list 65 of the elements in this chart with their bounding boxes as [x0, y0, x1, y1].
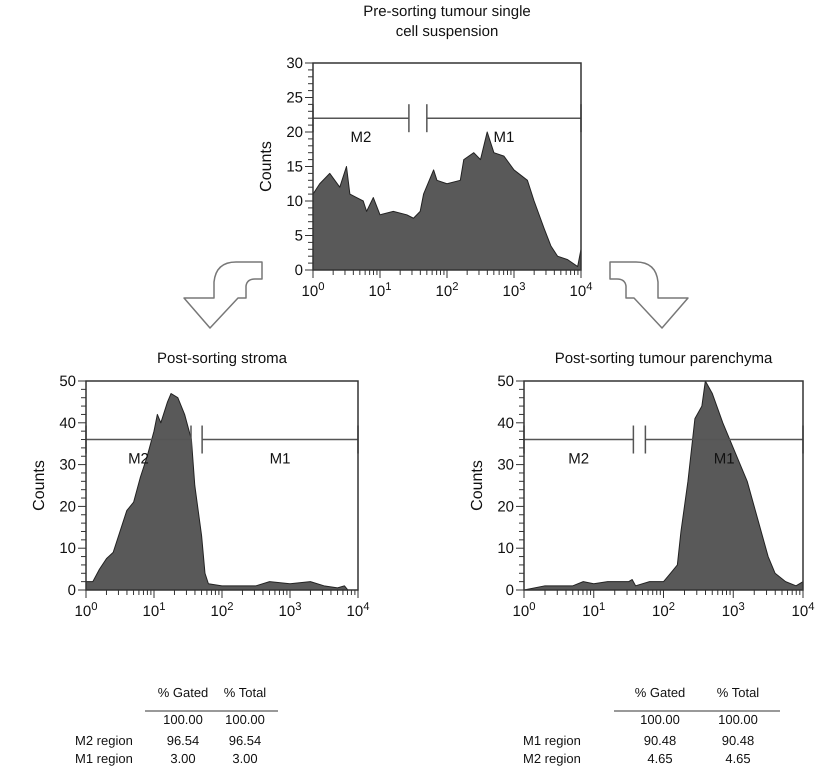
x-tick-label: 10$^{2}$	[210, 601, 234, 620]
y-tick-label: 10	[497, 540, 514, 558]
y-tick-label: 15	[286, 158, 303, 176]
text: 4.65	[647, 751, 673, 766]
text: 100.00	[640, 712, 680, 727]
chart-title: Post-sorting stroma	[156, 350, 288, 367]
y-tick-label: 20	[497, 498, 514, 516]
text: % Total	[224, 685, 266, 700]
text: % Gated	[634, 685, 686, 700]
y-axis-title: Counts	[469, 460, 486, 511]
series-label: M1	[714, 450, 735, 468]
chart-title: Pre-sorting tumour single cell suspension	[363, 3, 531, 40]
text: M1 region	[75, 751, 133, 766]
series-label: M1	[270, 450, 290, 468]
series-label: M1	[493, 129, 514, 146]
y-tick-label: 10	[286, 193, 303, 210]
x-tick-label: 10$^{1}$	[368, 281, 392, 300]
text: 100.00	[718, 712, 758, 727]
y-tick-label: 40	[497, 414, 514, 432]
y-tick-label: 30	[59, 456, 76, 474]
text: % Gated	[158, 685, 208, 700]
y-tick-label: 40	[59, 414, 76, 432]
text: M2 region	[523, 751, 581, 766]
text: 100.00	[225, 712, 265, 727]
y-tick-label: 0	[294, 262, 303, 279]
y-tick-label: 0	[68, 582, 76, 599]
x-tick-label: 10$^{4}$	[792, 601, 814, 620]
text: 100.00	[163, 712, 203, 727]
x-tick-label: 10$^{1}$	[582, 601, 606, 620]
y-tick-label: 50	[59, 373, 76, 390]
x-tick-label: 10$^{0}$	[302, 281, 324, 300]
y-tick-label: 0	[506, 582, 514, 599]
y-tick-label: 20	[286, 124, 303, 141]
y-tick-label: 5	[294, 228, 303, 244]
y-axis-title: Counts	[258, 141, 275, 192]
x-tick-label: 10$^{4}$	[570, 281, 592, 300]
x-tick-label: 10$^{3}$	[502, 281, 526, 300]
text: 90.48	[644, 733, 676, 748]
chart-title: Post-sorting tumour parenchyma	[554, 350, 773, 367]
text: 3.00	[232, 751, 258, 766]
series-label: M2	[568, 450, 590, 468]
x-tick-label: 10$^{4}$	[346, 601, 370, 620]
x-tick-label: 10$^{3}$	[722, 601, 745, 620]
series-label: M2	[350, 129, 372, 146]
x-tick-label: 10$^{3}$	[278, 601, 302, 620]
x-tick-label: 10$^{2}$	[652, 601, 675, 620]
y-tick-label: 25	[286, 90, 303, 106]
text: 96.54	[228, 733, 262, 748]
x-tick-label: 10$^{0}$	[74, 601, 98, 620]
y-tick-label: 10	[59, 540, 76, 558]
text: 3.00	[170, 751, 196, 766]
y-axis-title: Counts	[31, 460, 48, 511]
x-tick-label: 10$^{2}$	[436, 281, 458, 300]
y-tick-label: 50	[497, 373, 514, 390]
text: % Total	[716, 685, 760, 700]
x-tick-label: 10$^{1}$	[142, 601, 166, 620]
text: 4.65	[725, 751, 751, 766]
x-tick-label: 10$^{0}$	[512, 601, 536, 620]
text: 90.48	[722, 733, 754, 748]
y-tick-label: 20	[59, 498, 76, 516]
y-tick-label: 30	[497, 456, 514, 474]
text: M2 region	[75, 733, 133, 748]
y-tick-label: 30	[286, 55, 303, 72]
text: M1 region	[523, 733, 581, 748]
text: 96.54	[166, 733, 200, 748]
